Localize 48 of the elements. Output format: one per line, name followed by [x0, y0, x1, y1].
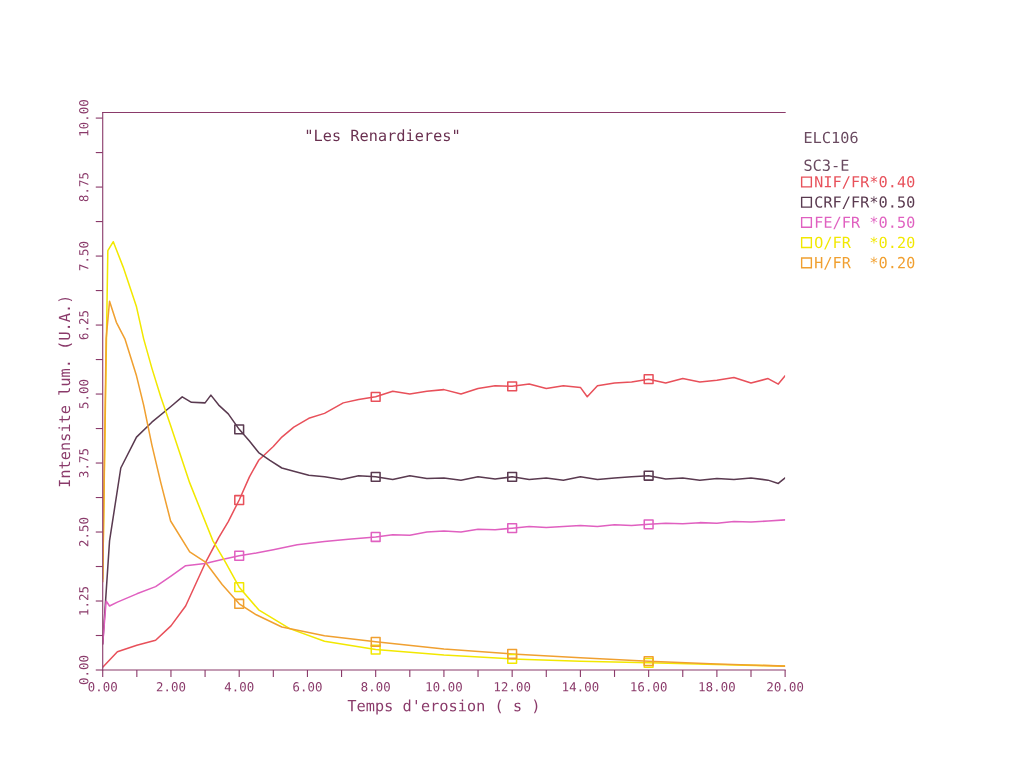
point: [370, 636, 381, 648]
point: [507, 653, 518, 665]
x-tick-label: 12.00: [494, 682, 531, 692]
point: [507, 523, 518, 534]
x-tick-label: 0.00: [88, 682, 117, 692]
y-tick-label: 6.25: [79, 311, 89, 340]
legend-label: H/FR *0.20: [815, 256, 915, 270]
x-axis-title: Temps d'erosion ( s ): [347, 699, 538, 715]
point: [643, 470, 654, 481]
x-tick-label: 8.00: [361, 682, 390, 692]
legend-label: NIF/FR*0.40: [815, 176, 915, 189]
legend-label: CRF/FR*0.50: [815, 196, 915, 209]
line-series: [102, 519, 786, 645]
point: [643, 519, 654, 530]
point: [234, 424, 245, 435]
y-tick-label: 5.00: [79, 379, 89, 409]
legend-label: O/FR *0.20: [815, 236, 915, 250]
x-tick-label: 4.00: [224, 682, 254, 692]
point: [370, 644, 381, 655]
point: [234, 582, 245, 593]
point: [507, 471, 518, 482]
x-tick-label: 10.00: [426, 682, 462, 692]
point: [370, 391, 381, 402]
y-tick-label: 2.50: [79, 517, 89, 547]
point: [234, 598, 245, 609]
point: [234, 494, 245, 506]
y-tick-label: 1.25: [79, 586, 89, 615]
point: [234, 550, 245, 561]
point: [507, 381, 518, 392]
y-tick-label: 10.00: [79, 100, 89, 136]
x-tick-label: 20.00: [767, 682, 804, 692]
point: [643, 373, 654, 385]
text: ELC106: [804, 131, 858, 144]
x-tick-label: 6.00: [293, 682, 322, 692]
y-tick-label: 7.50: [79, 241, 89, 271]
point: [370, 471, 381, 482]
text: SC3-E: [804, 159, 849, 172]
legend-label: FE/FR *0.50: [815, 216, 915, 230]
y-tick-label: 8.75: [79, 173, 89, 202]
text: "Les Renardieres": [306, 129, 459, 142]
x-tick-label: 18.00: [699, 682, 735, 692]
x-tick-label: 14.00: [563, 682, 599, 692]
y-axis-title: Intensite lum. (U.A.): [58, 297, 73, 487]
x-tick-label: 16.00: [631, 682, 667, 692]
y-tick-label: 3.75: [79, 448, 89, 478]
point: [507, 648, 518, 660]
point: [370, 531, 381, 543]
x-tick-label: 2.00: [156, 682, 186, 692]
